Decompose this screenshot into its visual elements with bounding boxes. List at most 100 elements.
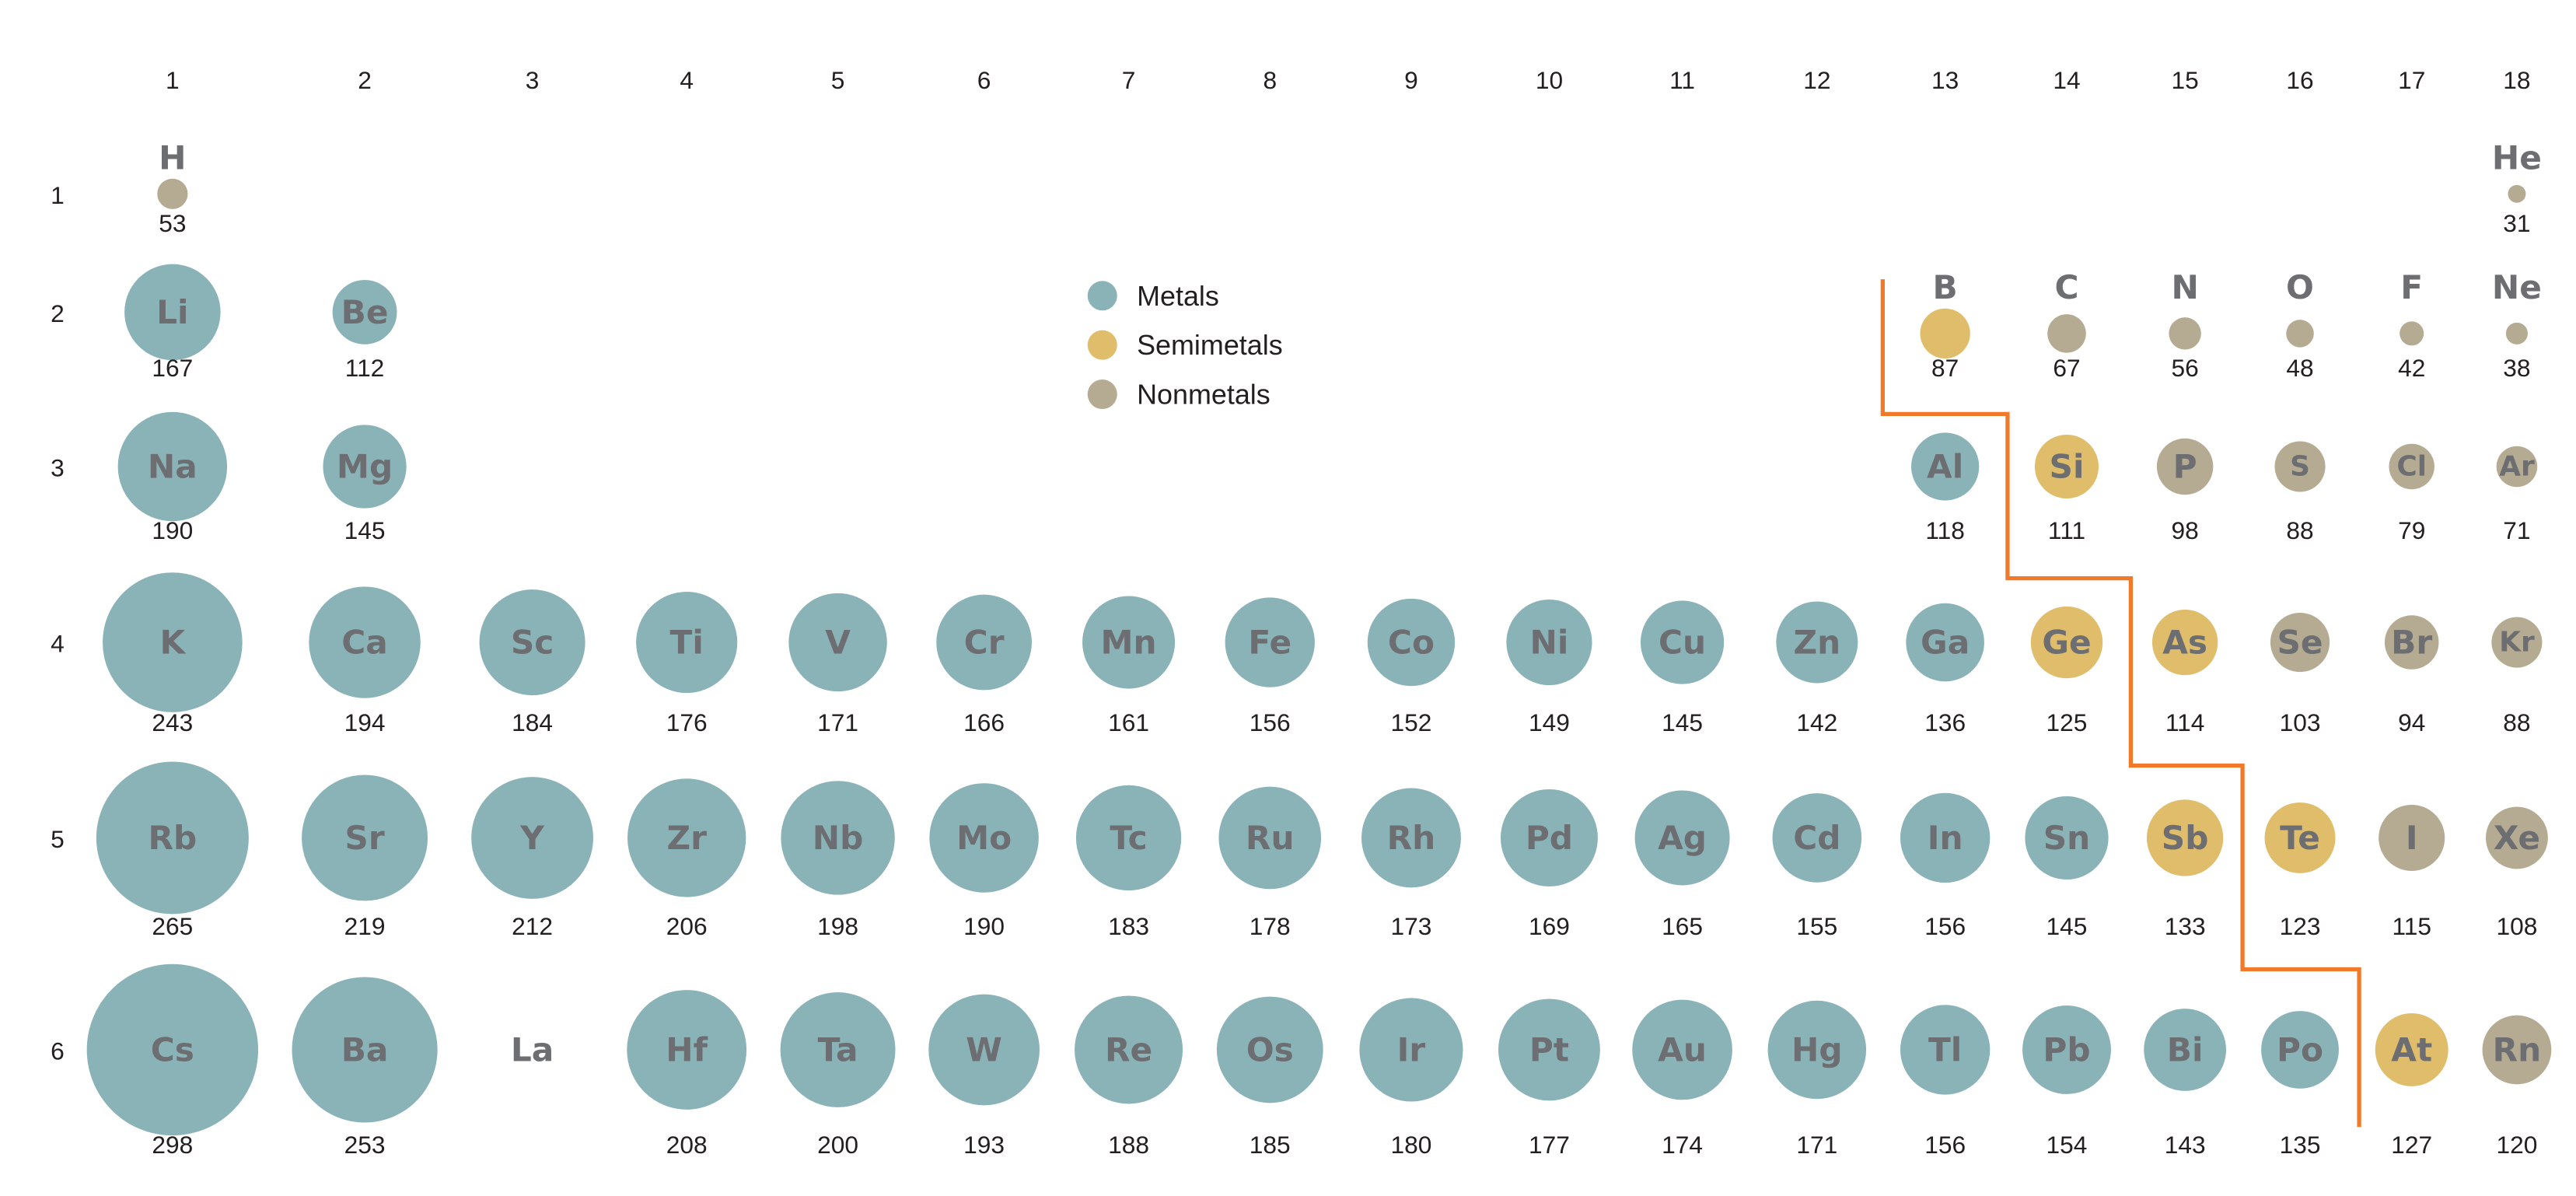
element-symbol: Tc [1110, 819, 1147, 857]
element-bubble [627, 990, 747, 1110]
element-value: 212 [512, 912, 553, 940]
element-bubble [302, 775, 428, 901]
element-bubble [124, 264, 221, 361]
element-pd: Pd 169 [1500, 789, 1598, 940]
element-value: 88 [2286, 516, 2313, 544]
element-au: Au 174 [1632, 999, 1732, 1159]
element-value: 200 [817, 1131, 858, 1159]
element-symbol: Pt [1529, 1030, 1569, 1068]
element-value: 178 [1250, 912, 1291, 940]
element-value: 56 [2172, 354, 2199, 382]
element-value: 198 [817, 912, 858, 940]
element-bubble [1900, 1005, 1991, 1095]
group-header: 2 [358, 66, 372, 94]
element-bubble [788, 593, 887, 692]
element-value: 156 [1250, 708, 1291, 736]
element-mn: Mn 161 [1082, 596, 1176, 736]
element-symbol: Se [2277, 624, 2323, 662]
period-label: 4 [51, 630, 65, 658]
element-symbol: F [2400, 268, 2423, 306]
element-value: 165 [1662, 912, 1703, 940]
element-symbol: K [159, 624, 187, 662]
element-hf: Hf 208 [627, 990, 747, 1159]
element-symbol: Tl [1928, 1030, 1962, 1068]
element-bubble [1082, 596, 1176, 689]
element-bubble [2399, 321, 2424, 346]
element-pb: Pb 154 [2022, 1005, 2111, 1159]
element-value: 142 [1796, 708, 1837, 736]
element-bubble [1367, 598, 1456, 687]
element-li: Li 167 [124, 264, 221, 382]
element-symbol: Re [1105, 1030, 1152, 1068]
period-label: 3 [51, 454, 65, 482]
element-symbol: Li [156, 293, 188, 331]
element-symbol: Au [1658, 1030, 1707, 1068]
element-symbol: Kr [2499, 627, 2535, 659]
element-value: 167 [152, 354, 193, 382]
element-sb: Sb 133 [2146, 799, 2224, 940]
group-header: 7 [1122, 66, 1136, 94]
group-header: 5 [831, 66, 845, 94]
element-value: 183 [1108, 912, 1149, 940]
element-i: I 115 [2379, 804, 2445, 940]
element-value: 171 [1796, 1131, 1837, 1159]
element-tl: Tl 156 [1900, 1005, 1991, 1159]
group-header: 6 [977, 66, 991, 94]
element-bubble [1361, 788, 1461, 888]
element-si: Si 111 [2034, 434, 2099, 544]
element-value: 185 [1250, 1131, 1291, 1159]
element-symbol: Cu [1658, 624, 1706, 662]
element-symbol: Ti [670, 624, 704, 662]
element-zr: Zr 206 [627, 778, 746, 940]
element-bubble [2261, 1011, 2339, 1089]
element-value: 208 [666, 1131, 708, 1159]
element-bubble [309, 586, 421, 698]
element-bubble [928, 994, 1040, 1106]
element-xe: Xe 108 [2486, 806, 2548, 940]
element-symbol: Si [2050, 447, 2085, 485]
element-nb: Nb 198 [781, 781, 895, 940]
element-symbol: N [2171, 268, 2198, 306]
element-value: 103 [2280, 708, 2321, 736]
element-bubble [2169, 317, 2201, 350]
element-value: 154 [2046, 1131, 2088, 1159]
element-value: 265 [152, 912, 193, 940]
element-symbol: Mo [956, 819, 1012, 857]
element-symbol: Rn [2493, 1030, 2542, 1068]
element-bubble [936, 594, 1032, 691]
element-value: 145 [1662, 708, 1703, 736]
element-value: 243 [152, 708, 193, 736]
element-sc: Sc 184 [479, 589, 585, 736]
group-header: 9 [1404, 66, 1418, 94]
element-rb: Rb 265 [96, 761, 249, 940]
element-symbol: W [966, 1030, 1002, 1068]
element-la: La [511, 1030, 554, 1068]
element-symbol: C [2054, 268, 2078, 306]
element-se: Se 103 [2270, 612, 2330, 736]
element-value: 48 [2286, 354, 2313, 382]
element-bubble [2156, 438, 2214, 495]
element-symbol: Cl [2396, 450, 2427, 482]
element-value: 108 [2496, 912, 2537, 940]
legend-label: Semimetals [1137, 329, 1283, 361]
element-symbol: La [511, 1030, 554, 1068]
period-label: 6 [51, 1037, 65, 1065]
element-symbol: B [1933, 268, 1958, 306]
element-bubble [2389, 443, 2434, 490]
element-bubble [1906, 603, 1984, 682]
element-value: 176 [666, 708, 708, 736]
element-symbol: Os [1246, 1030, 1294, 1068]
element-symbol: Te [2280, 819, 2320, 857]
element-symbol: Mn [1100, 624, 1156, 662]
element-cs: Cs 298 [86, 963, 259, 1159]
element-ru: Ru 178 [1218, 786, 1322, 940]
element-value: 98 [2172, 516, 2199, 544]
element-value: 174 [1662, 1131, 1703, 1159]
element-value: 145 [2046, 912, 2088, 940]
group-header: 12 [1803, 66, 1830, 94]
element-bubble [627, 778, 746, 897]
element-bubble [2508, 184, 2526, 203]
element-bi: Bi 143 [2144, 1009, 2227, 1159]
element-bubble [929, 783, 1039, 893]
group-header: 15 [2172, 66, 2199, 94]
